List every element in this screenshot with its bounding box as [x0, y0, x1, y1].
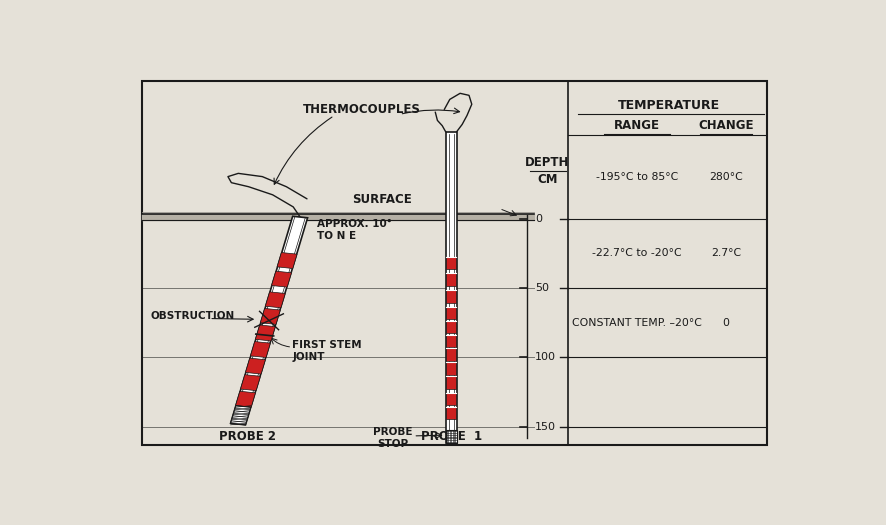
Polygon shape: [230, 216, 307, 425]
Bar: [446, 321, 455, 333]
Text: APPROX. 10°
TO N E: APPROX. 10° TO N E: [317, 219, 392, 240]
Text: 280°C: 280°C: [709, 172, 742, 182]
Polygon shape: [240, 375, 260, 391]
Bar: [446, 334, 455, 347]
Text: SURFACE: SURFACE: [352, 193, 412, 206]
Polygon shape: [276, 253, 297, 268]
Polygon shape: [236, 391, 255, 407]
Polygon shape: [250, 342, 270, 358]
Bar: [446, 307, 455, 319]
Polygon shape: [245, 358, 265, 374]
Text: 150: 150: [534, 422, 556, 432]
Text: -22.7°C to -20°C: -22.7°C to -20°C: [591, 248, 680, 258]
Polygon shape: [265, 292, 285, 308]
Text: -195°C to 85°C: -195°C to 85°C: [595, 172, 677, 182]
Text: PROBE 2: PROBE 2: [219, 429, 276, 443]
Bar: [446, 274, 455, 286]
Polygon shape: [271, 271, 291, 287]
Text: OBSTRUCTION: OBSTRUCTION: [151, 311, 235, 321]
Text: TEMPERATURE: TEMPERATURE: [617, 99, 719, 112]
Bar: [445, 132, 456, 444]
Text: RANGE: RANGE: [613, 119, 659, 132]
Bar: [446, 407, 455, 419]
Text: PROBE  1: PROBE 1: [420, 429, 481, 443]
Text: 50: 50: [534, 283, 548, 293]
Text: CM: CM: [537, 173, 557, 185]
Polygon shape: [230, 406, 251, 425]
Bar: [142, 81, 766, 445]
Text: CHANGE: CHANGE: [697, 119, 753, 132]
Text: FIRST STEM
JOINT: FIRST STEM JOINT: [291, 340, 361, 362]
Text: PROBE
STOP: PROBE STOP: [372, 427, 412, 449]
Bar: [446, 376, 455, 388]
Polygon shape: [255, 325, 275, 341]
Bar: [445, 429, 456, 444]
Text: 0: 0: [722, 318, 729, 328]
Polygon shape: [260, 308, 280, 324]
Text: 100: 100: [534, 352, 556, 362]
Text: DEPTH: DEPTH: [525, 155, 569, 169]
Bar: [446, 393, 455, 405]
Bar: [446, 349, 455, 361]
Text: THERMOCOUPLES: THERMOCOUPLES: [302, 103, 420, 116]
Bar: [446, 257, 455, 269]
Text: 2.7°C: 2.7°C: [711, 248, 741, 258]
Bar: [446, 362, 455, 375]
Bar: [446, 290, 455, 302]
Text: CONSTANT TEMP. –20°C: CONSTANT TEMP. –20°C: [571, 318, 701, 328]
Text: 0: 0: [534, 214, 541, 224]
